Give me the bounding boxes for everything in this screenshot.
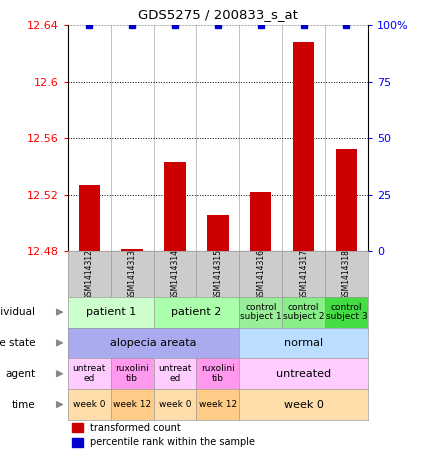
Title: GDS5275 / 200833_s_at: GDS5275 / 200833_s_at [138,8,298,21]
Bar [72,423,83,433]
Text: control
subject 1: control subject 1 [240,303,282,322]
Text: GSM1414317: GSM1414317 [299,249,308,299]
Text: GSM1414313: GSM1414313 [128,249,137,299]
Text: disease state: disease state [0,338,35,348]
Bar [72,438,83,447]
Text: control
subject 2: control subject 2 [283,303,325,322]
Text: GSM1414318: GSM1414318 [342,249,351,299]
Text: week 0: week 0 [284,400,324,410]
Text: agent: agent [5,369,35,379]
Text: week 12: week 12 [113,400,151,409]
Text: untreat
ed: untreat ed [159,364,192,383]
Text: GSM1414316: GSM1414316 [256,249,265,299]
Text: individual: individual [0,307,35,317]
Text: time: time [12,400,35,410]
Text: untreat
ed: untreat ed [73,364,106,383]
Text: transformed count: transformed count [90,423,180,433]
Text: patient 2: patient 2 [171,307,222,317]
Text: week 0: week 0 [159,400,191,409]
Bar [207,215,229,251]
Text: week 0: week 0 [73,400,106,409]
Bar [336,149,357,251]
Bar [293,42,314,251]
Text: ruxolini
tib: ruxolini tib [115,364,149,383]
Text: patient 1: patient 1 [85,307,136,317]
Text: ruxolini
tib: ruxolini tib [201,364,235,383]
Bar [250,192,272,251]
Text: GSM1414312: GSM1414312 [85,249,94,299]
Bar [164,162,186,251]
Text: alopecia areata: alopecia areata [110,338,197,348]
Bar [78,185,100,251]
Text: percentile rank within the sample: percentile rank within the sample [90,437,255,447]
Text: GSM1414315: GSM1414315 [213,249,223,299]
Text: week 12: week 12 [199,400,237,409]
Text: GSM1414314: GSM1414314 [170,249,180,299]
Text: normal: normal [284,338,323,348]
Text: untreated: untreated [276,369,331,379]
Text: control
subject 3: control subject 3 [326,303,367,322]
Bar [121,249,143,251]
